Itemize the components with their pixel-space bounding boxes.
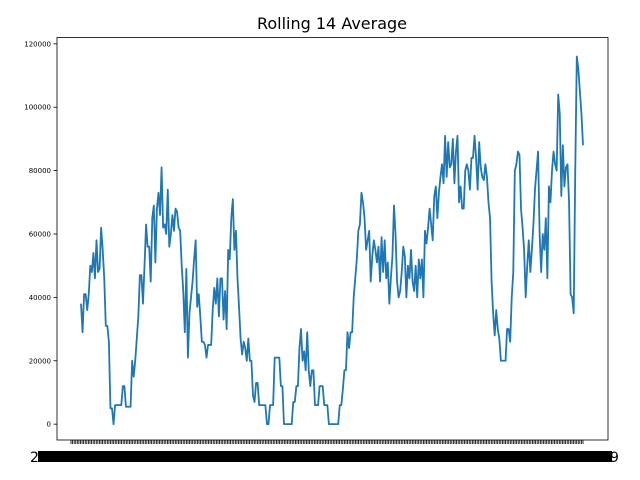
x-tick-labels-overlap xyxy=(38,451,612,462)
chart-title: Rolling 14 Average xyxy=(257,14,407,33)
x-tick-label-first: 2 xyxy=(30,450,39,466)
y-tick-label: 100000 xyxy=(24,104,51,112)
series-line xyxy=(80,55,584,426)
y-tick-label: 40000 xyxy=(29,294,51,302)
y-tick-label: 60000 xyxy=(29,230,51,238)
plot-frame xyxy=(56,37,609,441)
y-axis: 0 20000 40000 60000 80000 100000 120000 xyxy=(24,40,57,429)
y-tick-label: 20000 xyxy=(29,357,51,365)
y-tick-label: 0 xyxy=(47,421,51,429)
y-tick-label: 120000 xyxy=(24,40,51,48)
y-tick-label: 80000 xyxy=(29,167,51,175)
x-tick-label-last: 9 xyxy=(610,450,619,466)
